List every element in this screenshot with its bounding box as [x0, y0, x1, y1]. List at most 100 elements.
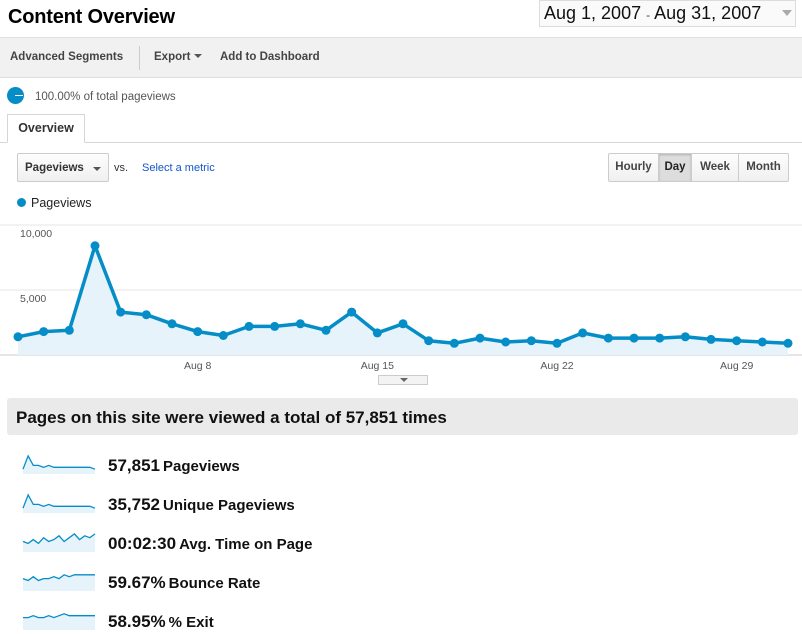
- data-point[interactable]: [655, 333, 665, 343]
- data-point[interactable]: [90, 241, 100, 251]
- period-week-button[interactable]: Week: [692, 154, 739, 181]
- x-tick-label: Aug 15: [361, 360, 394, 372]
- period-day-button[interactable]: Day: [659, 154, 692, 181]
- data-point[interactable]: [13, 332, 23, 342]
- data-point[interactable]: [424, 336, 434, 346]
- data-point[interactable]: [526, 336, 536, 346]
- data-point[interactable]: [167, 319, 177, 329]
- stat-row: 35,752 Unique Pageviews: [0, 492, 400, 518]
- period-toggle: Hourly Day Week Month: [608, 153, 789, 182]
- stat-label[interactable]: Avg. Time on Page: [179, 536, 313, 553]
- sparkline-area: [23, 455, 95, 474]
- stat-value: 57,851 Pageviews: [108, 456, 240, 475]
- stat-label[interactable]: Bounce Rate: [168, 575, 261, 592]
- pageviews-chart: 10,000 5,000 Aug 8 Aug 15 Aug 22 Aug 29: [0, 224, 802, 372]
- export-label: Export: [154, 51, 191, 63]
- vs-label: vs.: [114, 162, 129, 174]
- sparkline-area: [23, 574, 95, 591]
- sparkline-chart: [22, 533, 96, 552]
- data-point[interactable]: [578, 328, 588, 338]
- stat-label[interactable]: % Exit: [168, 614, 214, 631]
- data-point[interactable]: [783, 338, 793, 348]
- data-point[interactable]: [372, 328, 382, 338]
- caret-down-icon: [194, 54, 203, 58]
- stat-value: 58.95%% Exit: [108, 612, 214, 631]
- pie-chart-icon: [7, 87, 24, 104]
- stat-value: 00:02:30 Avg. Time on Page: [108, 534, 313, 553]
- sparkline-chart: [22, 493, 96, 513]
- data-point[interactable]: [501, 337, 511, 347]
- data-point[interactable]: [629, 333, 639, 343]
- sparkline-line: [22, 533, 96, 545]
- data-point[interactable]: [39, 327, 49, 337]
- advanced-segments-button[interactable]: Advanced Segments: [10, 51, 124, 63]
- period-month-button[interactable]: Month: [746, 161, 781, 173]
- sparkline-line: [23, 613, 95, 619]
- y-tick-label: 5,000: [20, 293, 46, 305]
- period-hourly-button[interactable]: Hourly: [609, 154, 659, 181]
- data-point[interactable]: [64, 325, 74, 335]
- data-point[interactable]: [244, 321, 254, 331]
- sparkline-chart: [22, 454, 96, 474]
- stat-row: 59.67% Bounce Rate: [0, 570, 400, 596]
- y-tick-label: 10,000: [20, 228, 52, 240]
- data-point[interactable]: [398, 319, 408, 329]
- date-separator: -: [646, 8, 651, 22]
- sparkline-line: [22, 454, 96, 470]
- stat-label[interactable]: Unique Pageviews: [163, 497, 295, 514]
- data-point[interactable]: [757, 337, 767, 347]
- chevron-down-icon: [93, 167, 101, 171]
- data-point[interactable]: [270, 321, 280, 331]
- sparkline-area: [23, 533, 95, 552]
- metric-select[interactable]: Pageviews: [17, 153, 109, 182]
- data-point[interactable]: [218, 331, 228, 340]
- toolbar-divider: [139, 46, 140, 70]
- segment-percent-text: 100.00% of total pageviews: [35, 91, 176, 103]
- data-point[interactable]: [680, 332, 690, 342]
- chart-range-handle[interactable]: [378, 375, 428, 385]
- report-toolbar: Advanced Segments Export Add to Dashboar…: [0, 37, 802, 78]
- data-point[interactable]: [321, 325, 331, 335]
- data-point[interactable]: [706, 334, 716, 344]
- x-tick-label: Aug 8: [184, 360, 212, 372]
- data-point[interactable]: [116, 307, 126, 317]
- data-point[interactable]: [141, 310, 151, 320]
- date-range-picker[interactable]: Aug 1, 2007 - Aug 31, 2007: [539, 0, 796, 27]
- chevron-down-icon[interactable]: [782, 10, 792, 16]
- data-point[interactable]: [603, 333, 613, 343]
- title-bar: Content Overview Aug 1, 2007 - Aug 31, 2…: [0, 0, 802, 37]
- data-point[interactable]: [552, 338, 562, 348]
- stat-value: 59.67% Bounce Rate: [108, 573, 261, 592]
- x-tick-label: Aug 29: [720, 360, 753, 372]
- data-point[interactable]: [449, 338, 459, 348]
- stat-row: 00:02:30 Avg. Time on Page: [0, 531, 400, 557]
- stat-value: 35,752 Unique Pageviews: [108, 495, 295, 514]
- sparkline-chart: [23, 613, 95, 630]
- date-start: Aug 1, 2007: [544, 3, 642, 23]
- summary-bar: Pages on this site were viewed a total o…: [7, 398, 798, 435]
- export-menu-button[interactable]: Export: [154, 51, 203, 63]
- sparkline-line: [22, 574, 95, 582]
- metric-select-value: Pageviews: [25, 162, 84, 174]
- x-tick-label: Aug 22: [540, 360, 573, 372]
- page-title: Content Overview: [8, 6, 175, 28]
- stat-row: 57,851 Pageviews: [0, 453, 400, 479]
- stat-row: 58.95%% Exit: [0, 609, 400, 634]
- data-point[interactable]: [295, 319, 305, 329]
- tab-overview[interactable]: Overview: [7, 114, 85, 143]
- data-point[interactable]: [732, 336, 742, 346]
- series-area: [18, 245, 788, 355]
- add-to-dashboard-button[interactable]: Add to Dashboard: [220, 51, 320, 63]
- sparkline-chart: [22, 574, 95, 591]
- data-point[interactable]: [347, 307, 357, 317]
- data-point[interactable]: [475, 333, 485, 343]
- stat-label[interactable]: Pageviews: [163, 458, 240, 475]
- sparkline-line: [22, 493, 96, 509]
- data-point[interactable]: [193, 327, 203, 337]
- select-metric-link[interactable]: Select a metric: [142, 162, 215, 174]
- tab-divider: [0, 142, 802, 143]
- sparkline-area: [23, 494, 95, 513]
- legend-label[interactable]: Pageviews: [31, 196, 92, 210]
- date-end: Aug 31, 2007: [654, 3, 762, 23]
- legend-swatch: [17, 198, 26, 207]
